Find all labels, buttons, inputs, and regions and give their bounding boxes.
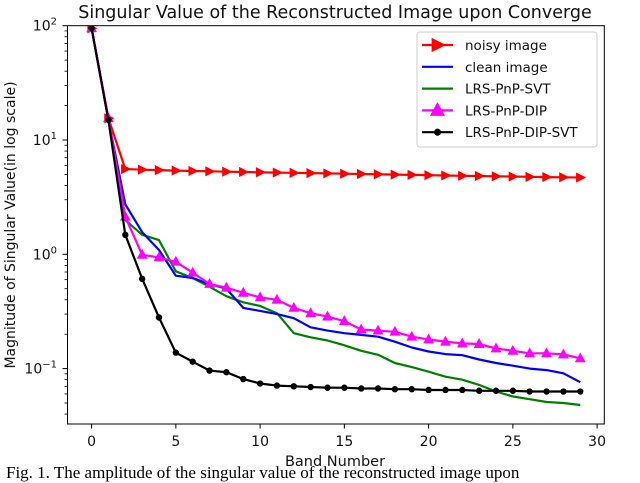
y-tick-label: 100 xyxy=(33,245,57,263)
legend-label: noisy image xyxy=(465,38,547,54)
legend-item: clean image xyxy=(422,60,548,76)
y-tick-label: 101 xyxy=(33,131,57,149)
axes-frame xyxy=(67,25,605,425)
y-axis-label: Magnitude of Singular Value(in log scale… xyxy=(3,81,19,368)
x-tick-label: 5 xyxy=(171,434,180,450)
figure-caption: Fig. 1. The amplitude of the singular va… xyxy=(6,463,520,482)
x-tick-label: 15 xyxy=(335,434,353,450)
legend-item: LRS-PnP-DIP-SVT xyxy=(422,125,578,141)
x-tick-label: 20 xyxy=(420,434,438,450)
legend-label: LRS-PnP-DIP xyxy=(465,103,547,119)
legend-label: LRS-PnP-SVT xyxy=(465,82,551,98)
legend-item: LRS-PnP-SVT xyxy=(422,82,551,98)
legend-label: clean image xyxy=(465,60,548,76)
legend-item: noisy image xyxy=(422,37,547,54)
y-axis-ticks: 102 101 100 10−1 xyxy=(24,17,68,415)
y-tick-label: 102 xyxy=(33,17,57,35)
legend: noisy image clean image LRS-PnP-SVT LRS-PnP… xyxy=(416,31,598,148)
legend-item: LRS-PnP-DIP xyxy=(422,102,547,119)
x-tick-label: 10 xyxy=(251,434,269,450)
plot-area xyxy=(86,25,587,407)
x-axis-label: Band Number xyxy=(285,454,385,470)
x-axis-ticks: 0 5 10 15 20 25 30 xyxy=(87,424,606,450)
series-clean-image xyxy=(90,28,581,384)
legend-label: LRS-PnP-DIP-SVT xyxy=(465,125,578,141)
series-lrs-pnp-dip-svt xyxy=(88,25,584,395)
y-tick-label: 10−1 xyxy=(24,360,57,378)
x-tick-label: 30 xyxy=(588,434,606,450)
x-tick-label: 25 xyxy=(504,434,522,450)
chart-title: Singular Value of the Reconstructed Imag… xyxy=(78,3,592,23)
series-lrs-pnp-svt xyxy=(90,28,581,407)
series-lrs-pnp-dip xyxy=(86,25,586,363)
x-tick-label: 0 xyxy=(87,434,96,450)
